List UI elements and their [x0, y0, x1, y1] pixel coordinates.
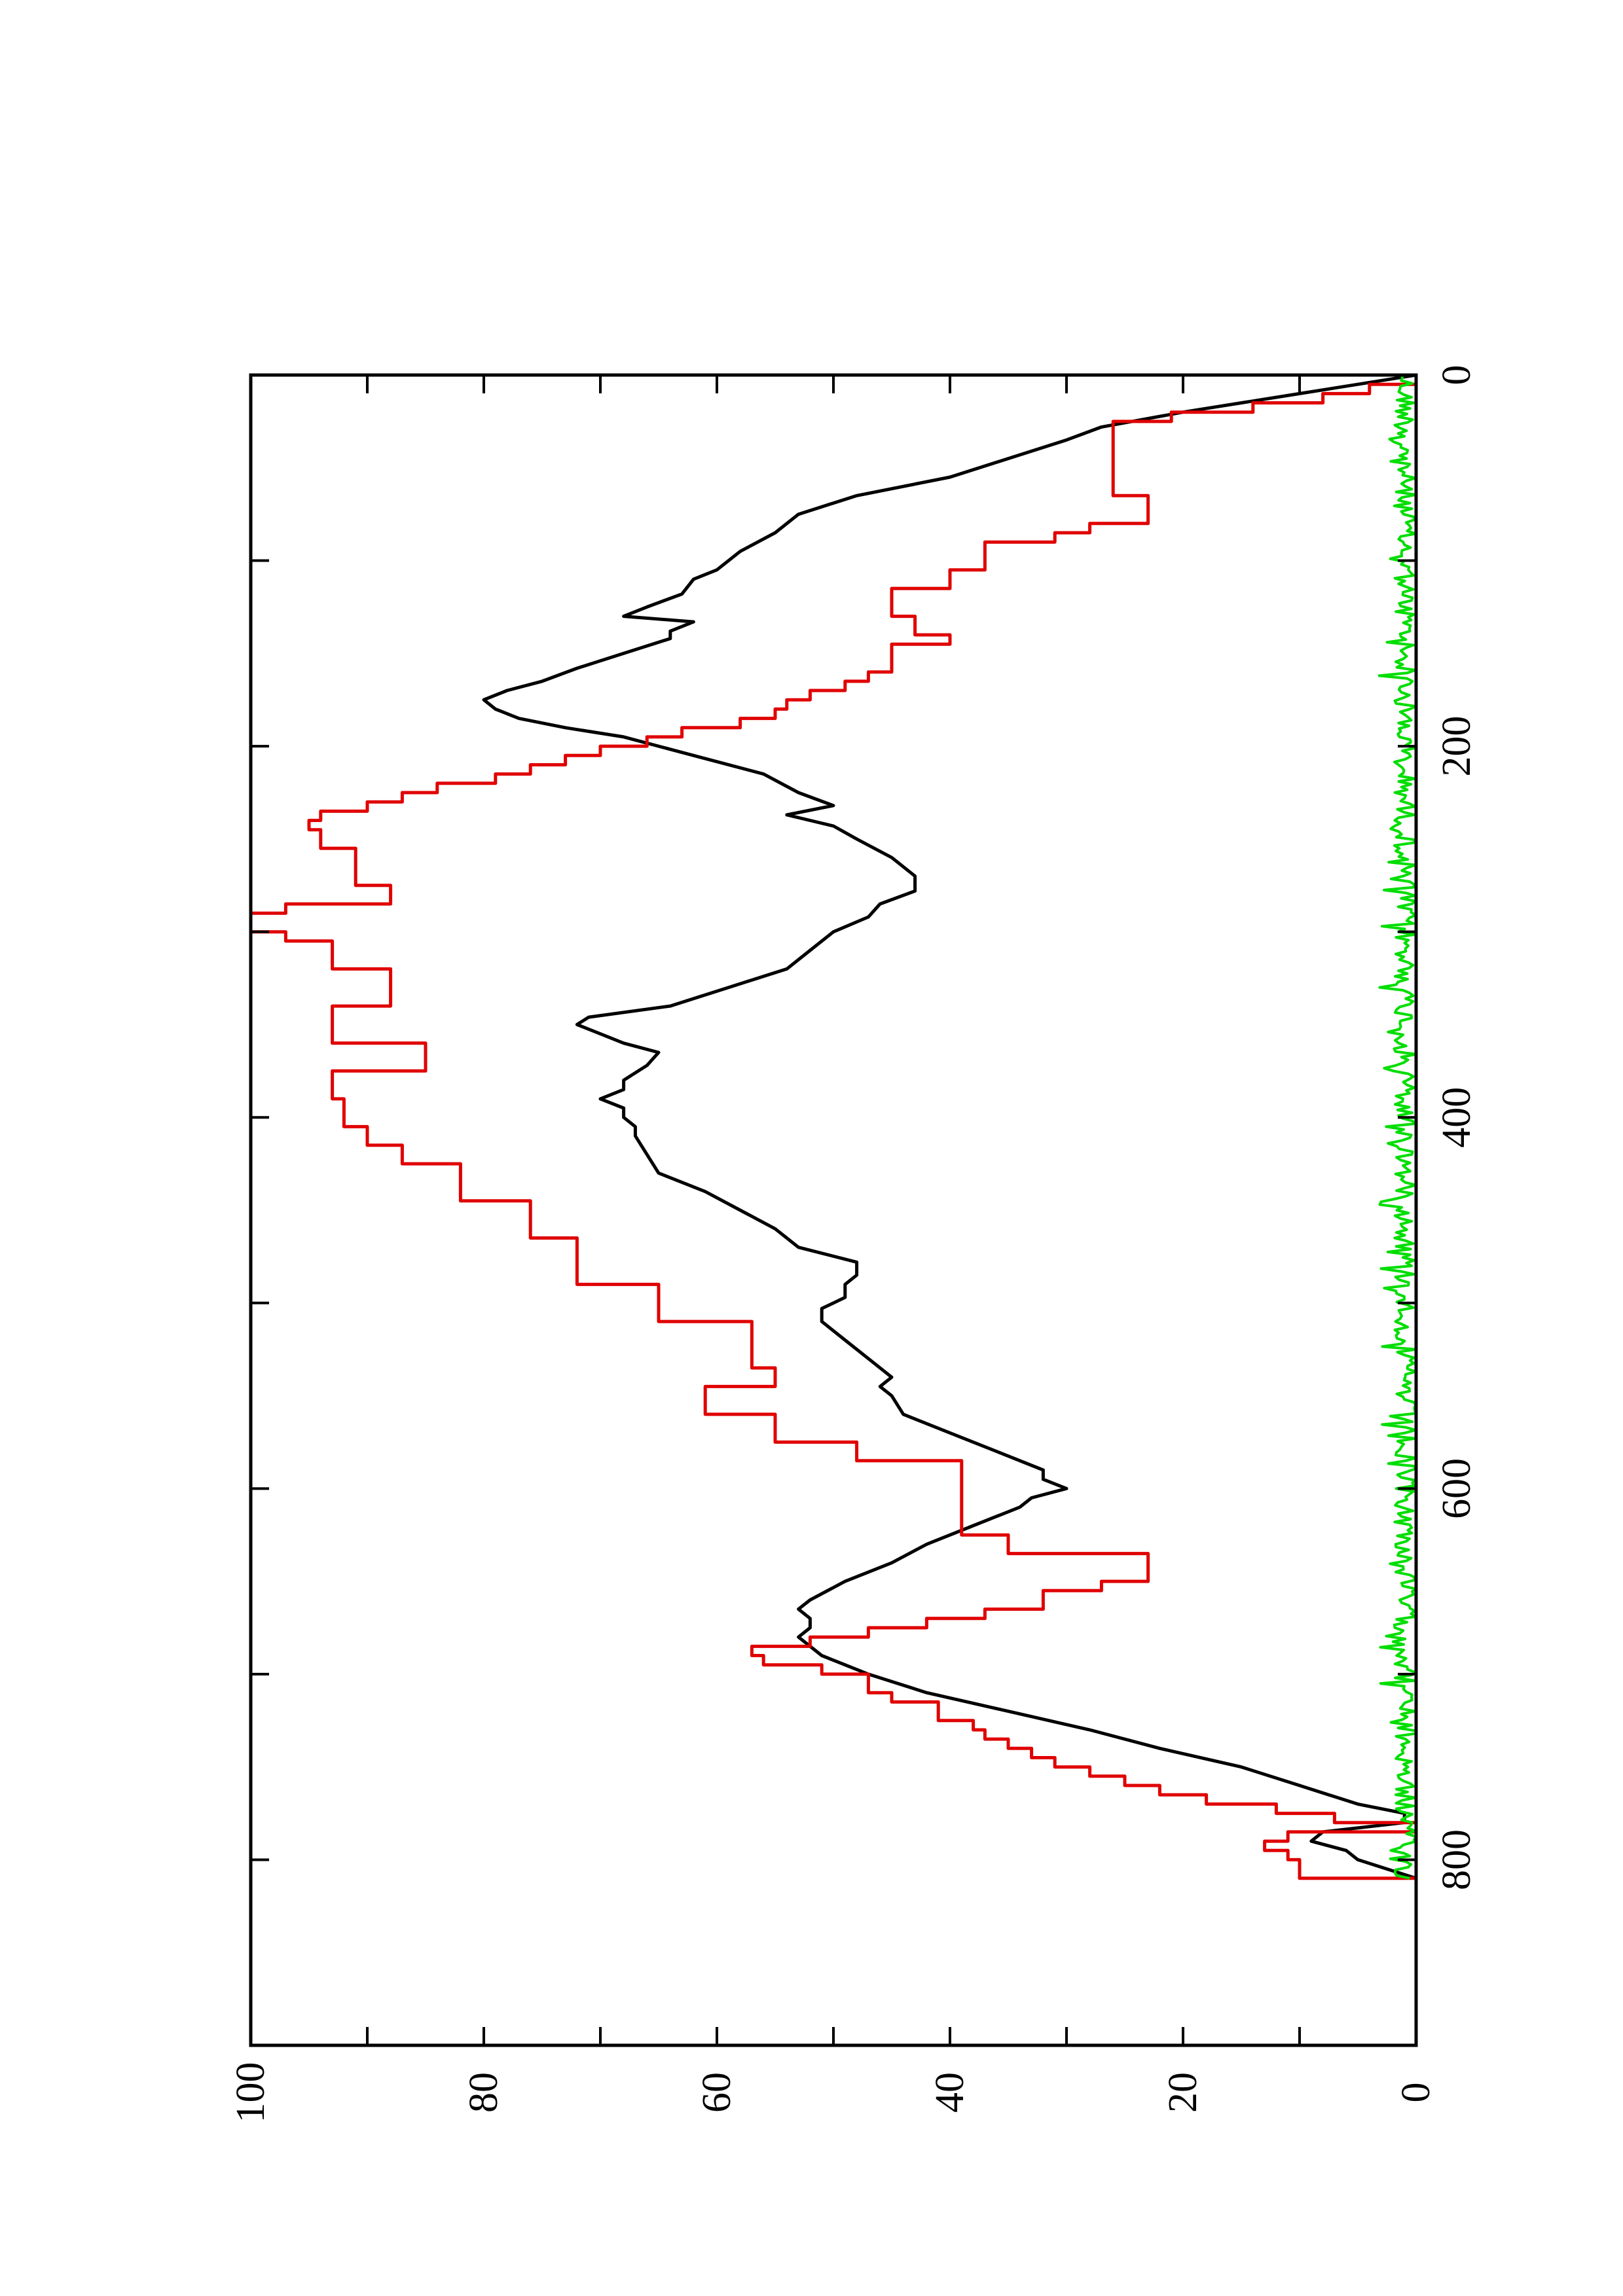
y-tick-label: 40: [928, 2072, 972, 2113]
ticks: [249, 374, 1417, 2045]
x-tick-label: 0: [1434, 365, 1479, 386]
series-layer: [249, 373, 1418, 1880]
x-tick-label: 200: [1434, 716, 1479, 777]
series-line-3: [1377, 374, 1417, 1880]
y-tick-label: 100: [228, 2062, 273, 2123]
plot-frame: [249, 373, 1418, 2047]
tick-labels: 0 200 400 600 800 0 20 40 60 80 100: [228, 365, 1479, 2123]
x-tick-label: 800: [1434, 1829, 1479, 1890]
x-tick-label: 600: [1434, 1458, 1479, 1519]
y-tick-label: 20: [1161, 2072, 1205, 2113]
series-line-1: [482, 373, 1417, 1880]
y-tick-label: 0: [1394, 2083, 1438, 2103]
x-tick-label: 400: [1434, 1087, 1479, 1148]
y-tick-label: 80: [462, 2072, 506, 2113]
y-tick-label: 60: [695, 2072, 739, 2113]
series-line-2: [249, 375, 1418, 1880]
